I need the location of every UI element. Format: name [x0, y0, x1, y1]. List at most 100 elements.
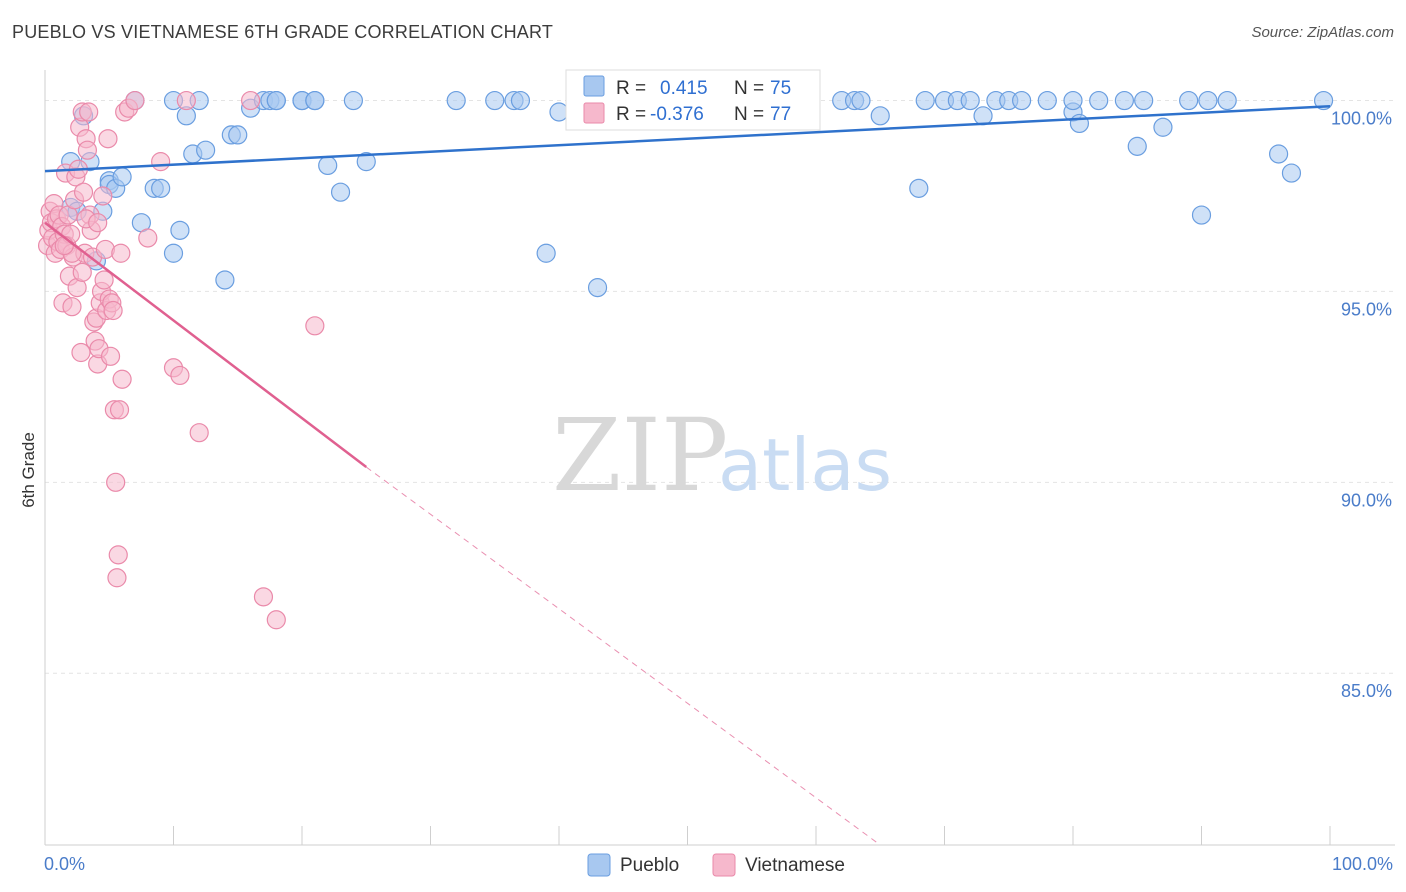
pueblo-point — [1037, 90, 1057, 111]
pueblo-point — [215, 270, 235, 290]
pueblo-trend-line — [44, 105, 1331, 173]
y-axis-label: 6th Grade — [19, 432, 38, 508]
pueblo-point — [1089, 90, 1109, 111]
legend-swatch-pueblo — [583, 75, 605, 97]
pueblo-point — [1268, 144, 1289, 164]
pueblo-point — [196, 140, 216, 160]
pueblo-point — [915, 90, 935, 111]
legend-r-value-vietnamese: -0.376 — [650, 104, 704, 125]
vietnamese-point — [72, 262, 92, 282]
y-tick-label: 85.0% — [1341, 681, 1392, 701]
vietnamese-trend-line-extension — [365, 466, 881, 846]
x-tick-label-end: 100.0% — [1332, 854, 1393, 874]
pueblo-points — [61, 90, 1334, 298]
legend-n-value-vietnamese: 77 — [770, 104, 791, 125]
vietnamese-point — [109, 400, 130, 420]
bottom-legend-swatch-vietnamese — [712, 853, 736, 877]
legend-n-value-pueblo: 75 — [770, 78, 791, 99]
y-tick-label: 95.0% — [1341, 299, 1392, 319]
stats-legend: R = 0.415 N = 75 R = -0.376 N = 77 — [565, 69, 821, 131]
pueblo-point — [1191, 205, 1212, 225]
pueblo-point — [973, 106, 993, 126]
vietnamese-point — [100, 346, 121, 366]
y-tick-label: 100.0% — [1331, 109, 1392, 129]
pueblo-point — [1198, 90, 1218, 111]
legend-swatch-vietnamese — [583, 102, 605, 124]
pueblo-point — [485, 90, 505, 111]
pueblo-point — [870, 106, 890, 126]
y-tick-label: 90.0% — [1341, 490, 1392, 510]
vietnamese-point — [125, 90, 145, 111]
legend-box — [565, 69, 821, 131]
pueblo-point — [356, 152, 376, 172]
vietnamese-point — [77, 140, 98, 160]
vietnamese-point — [108, 545, 128, 565]
vietnamese-point — [73, 182, 94, 202]
vietnamese-point — [94, 270, 114, 290]
pueblo-point — [446, 90, 466, 111]
vietnamese-point — [93, 186, 113, 206]
watermark-atlas: atlas — [718, 423, 892, 507]
vietnamese-point — [253, 587, 274, 607]
series-legend: Pueblo Vietnamese — [587, 853, 845, 877]
legend-r-label-pueblo: R = — [616, 78, 646, 99]
vietnamese-point — [54, 236, 74, 256]
pueblo-point — [1153, 117, 1173, 137]
grid-lines — [45, 100, 1395, 674]
pueblo-point — [851, 90, 871, 111]
pueblo-point — [1069, 113, 1090, 134]
vietnamese-point — [98, 129, 118, 149]
vietnamese-point — [62, 297, 82, 317]
legend-r-label-vietnamese: R = — [616, 104, 646, 125]
pueblo-point — [1179, 90, 1199, 111]
pueblo-point — [151, 178, 171, 198]
vietnamese-point — [151, 152, 171, 172]
pueblo-point — [318, 155, 338, 176]
vietnamese-point — [241, 90, 261, 111]
pueblo-point — [163, 243, 184, 263]
pueblo-point — [1217, 90, 1237, 111]
pueblo-point — [1011, 90, 1032, 111]
legend-n-label-pueblo: N = — [734, 78, 764, 99]
pueblo-point — [1281, 163, 1302, 183]
pueblo-point — [1134, 90, 1154, 111]
pueblo-point — [960, 90, 980, 111]
pueblo-point — [228, 125, 248, 145]
pueblo-point — [266, 90, 286, 111]
vietnamese-point — [305, 316, 325, 336]
axes — [44, 70, 1395, 846]
vietnamese-point — [71, 342, 91, 363]
pueblo-point — [549, 102, 569, 122]
vietnamese-point — [176, 90, 196, 111]
vietnamese-point — [189, 423, 209, 443]
chart-title: PUEBLO VS VIETNAMESE 6TH GRADE CORRELATI… — [12, 22, 554, 42]
vietnamese-point — [88, 213, 108, 233]
vietnamese-point — [111, 243, 131, 263]
vietnamese-point — [170, 365, 190, 386]
pueblo-point — [330, 182, 351, 202]
source-label: Source: ZipAtlas.com — [1251, 24, 1394, 41]
vietnamese-point — [107, 568, 127, 588]
pueblo-point — [587, 278, 608, 298]
pueblo-point — [1063, 90, 1083, 111]
y-tick-labels: 100.0% 95.0% 90.0% 85.0% — [1331, 109, 1392, 702]
vietnamese-points — [37, 90, 325, 630]
pueblo-point — [170, 220, 190, 240]
pueblo-point — [1114, 90, 1135, 111]
pueblo-point — [510, 90, 531, 111]
vietnamese-point — [112, 369, 132, 389]
pueblo-point — [343, 90, 363, 111]
pueblo-point — [1127, 136, 1147, 156]
x-tick-labels: 0.0% 100.0% — [44, 854, 1393, 874]
legend-n-label-vietnamese: N = — [734, 104, 764, 125]
vietnamese-point — [103, 300, 123, 321]
vietnamese-point — [266, 610, 286, 630]
watermark: ZIP atlas — [552, 397, 892, 514]
pueblo-point — [1313, 90, 1334, 111]
pueblo-point — [909, 178, 929, 198]
vietnamese-point — [79, 102, 99, 122]
pueblo-point — [305, 90, 325, 111]
trend-lines — [44, 105, 1331, 846]
vietnamese-point — [106, 472, 126, 492]
watermark-zip: ZIP — [552, 397, 728, 514]
